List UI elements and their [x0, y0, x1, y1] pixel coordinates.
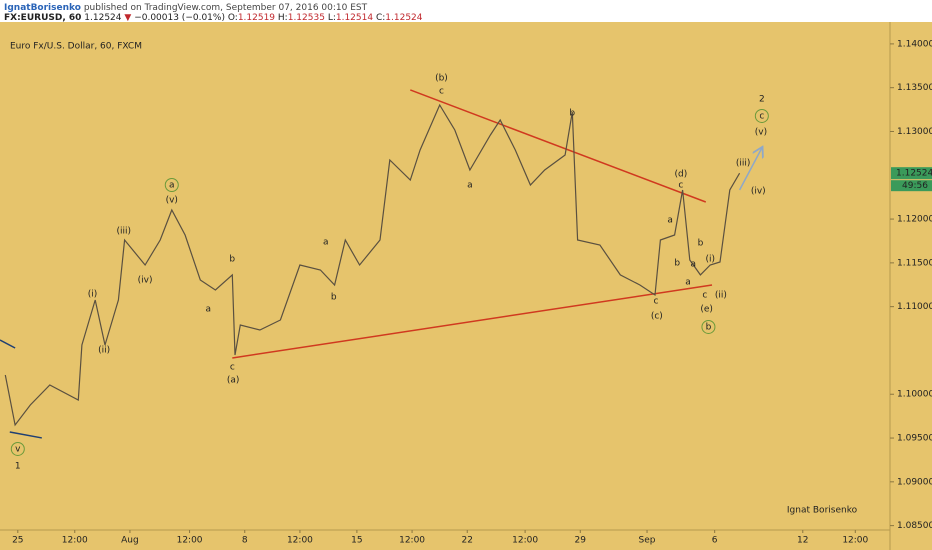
- ohlc-label: H:: [278, 13, 288, 23]
- y-tick-label: 1.12000: [897, 215, 932, 225]
- wave-label: (i): [88, 289, 98, 299]
- wave-label: (c): [651, 312, 663, 322]
- wave-label: (a): [227, 375, 240, 385]
- wave-label: (v): [166, 195, 178, 205]
- arrow: ▼: [124, 13, 131, 23]
- wave-circle: [164, 177, 179, 192]
- x-tick-label: 12:00: [512, 536, 538, 546]
- wave-label: a: [169, 180, 175, 190]
- wave-label: (e): [700, 305, 713, 315]
- y-tick-label: 1.13000: [897, 127, 932, 137]
- ohlc-value: 1.12519: [238, 13, 275, 23]
- wave-label: c: [702, 291, 707, 301]
- wave-circle: [701, 319, 716, 334]
- wave-label: b: [706, 322, 712, 332]
- wave-label: c: [678, 180, 683, 190]
- published: published on TradingView.com, September …: [84, 3, 368, 13]
- ohlc-label: O:: [228, 13, 238, 23]
- x-tick-label: 12:00: [62, 536, 88, 546]
- wave-label: c: [230, 363, 235, 373]
- countdown: 49:56: [902, 181, 928, 191]
- trend-line: [232, 284, 713, 359]
- x-tick-label: Aug: [121, 536, 139, 546]
- x-tick-label: 25: [12, 536, 23, 546]
- wave-label: v: [15, 444, 21, 454]
- wave-label: (ii): [98, 346, 110, 356]
- chart-title: Euro Fx/U.S. Dollar, 60, FXCM: [10, 42, 142, 52]
- wave-label: a: [667, 216, 673, 226]
- x-tick-label: 22: [462, 536, 473, 546]
- wave-label: a: [691, 260, 697, 270]
- symbol: FX:EURUSD, 60: [4, 13, 81, 23]
- ohlc-value: 1.12514: [336, 13, 373, 23]
- price-line: [4, 103, 741, 427]
- wave-label: 2: [759, 94, 765, 104]
- trend-line: [410, 89, 707, 203]
- wave-label: a: [685, 277, 691, 287]
- x-tick-label: Sep: [639, 536, 656, 546]
- ohlc-label: L:: [328, 13, 336, 23]
- x-tick-label: 29: [575, 536, 587, 546]
- x-tick-label: 12:00: [399, 536, 425, 546]
- wave-label: c: [759, 111, 764, 121]
- y-tick-label: 1.13500: [897, 83, 932, 93]
- x-tick-label: 6: [712, 536, 718, 546]
- y-tick-label: 1.09000: [897, 477, 932, 487]
- header-line-1: IgnatBorisenko published on TradingView.…: [4, 3, 368, 13]
- wave-label: (ii): [715, 291, 727, 301]
- countdown-box: [891, 180, 932, 192]
- wave-label: (i): [705, 255, 715, 265]
- y-tick-label: 1.08500: [897, 521, 932, 531]
- wave-label: b: [229, 255, 235, 265]
- wave-circle: [754, 108, 769, 123]
- wave-label: (v): [755, 128, 767, 138]
- author[interactable]: IgnatBorisenko: [4, 3, 81, 13]
- wave-label: b: [698, 238, 704, 248]
- wave-label: (iii): [116, 226, 131, 236]
- ohlc-value: 1.12535: [288, 13, 325, 23]
- wave-label: 1: [15, 461, 21, 471]
- x-tick-label: 12:00: [842, 536, 868, 546]
- trend-line: [738, 148, 762, 191]
- wave-label: (d): [674, 169, 687, 179]
- y-tick-label: 1.11500: [897, 258, 932, 268]
- wave-label: a: [467, 180, 473, 190]
- plot-background: [0, 22, 932, 550]
- header-line-2: FX:EURUSD, 60 1.12524 ▼ −0.00013 (−0.01%…: [4, 13, 423, 23]
- wave-label: b: [331, 293, 337, 303]
- y-tick-label: 1.11000: [897, 302, 932, 312]
- x-tick-label: 8: [242, 536, 248, 546]
- wave-label: a: [323, 238, 329, 248]
- last-price: 1.12524: [896, 169, 932, 179]
- wave-label: (iv): [138, 276, 153, 286]
- x-tick-label: 12:00: [177, 536, 203, 546]
- wave-circle: [10, 441, 25, 456]
- y-tick-label: 1.14000: [897, 39, 932, 49]
- wave-label: a: [206, 305, 212, 315]
- wave-label: c: [439, 87, 444, 97]
- y-tick-label: 1.10000: [897, 390, 932, 400]
- trend-line: [0, 339, 16, 349]
- x-tick-label: 15: [351, 536, 362, 546]
- wave-label: (b): [435, 73, 448, 83]
- wave-label: (iii): [736, 159, 751, 169]
- change: −0.00013 (−0.01%): [134, 13, 225, 23]
- ohlc-label: C:: [376, 13, 385, 23]
- x-tick-label: 12: [797, 536, 808, 546]
- ohlc-value: 1.12524: [385, 13, 422, 23]
- y-tick-label: 1.09500: [897, 434, 932, 444]
- watermark: Ignat Borisenko: [787, 506, 858, 516]
- wave-label: b: [569, 109, 575, 119]
- last-price-box: [891, 167, 932, 180]
- trend-line: [9, 431, 42, 439]
- wave-label: b: [674, 258, 680, 268]
- wave-label: (iv): [751, 186, 766, 196]
- x-tick-label: 12:00: [287, 536, 313, 546]
- last: 1.12524: [84, 13, 121, 23]
- wave-label: c: [653, 296, 658, 306]
